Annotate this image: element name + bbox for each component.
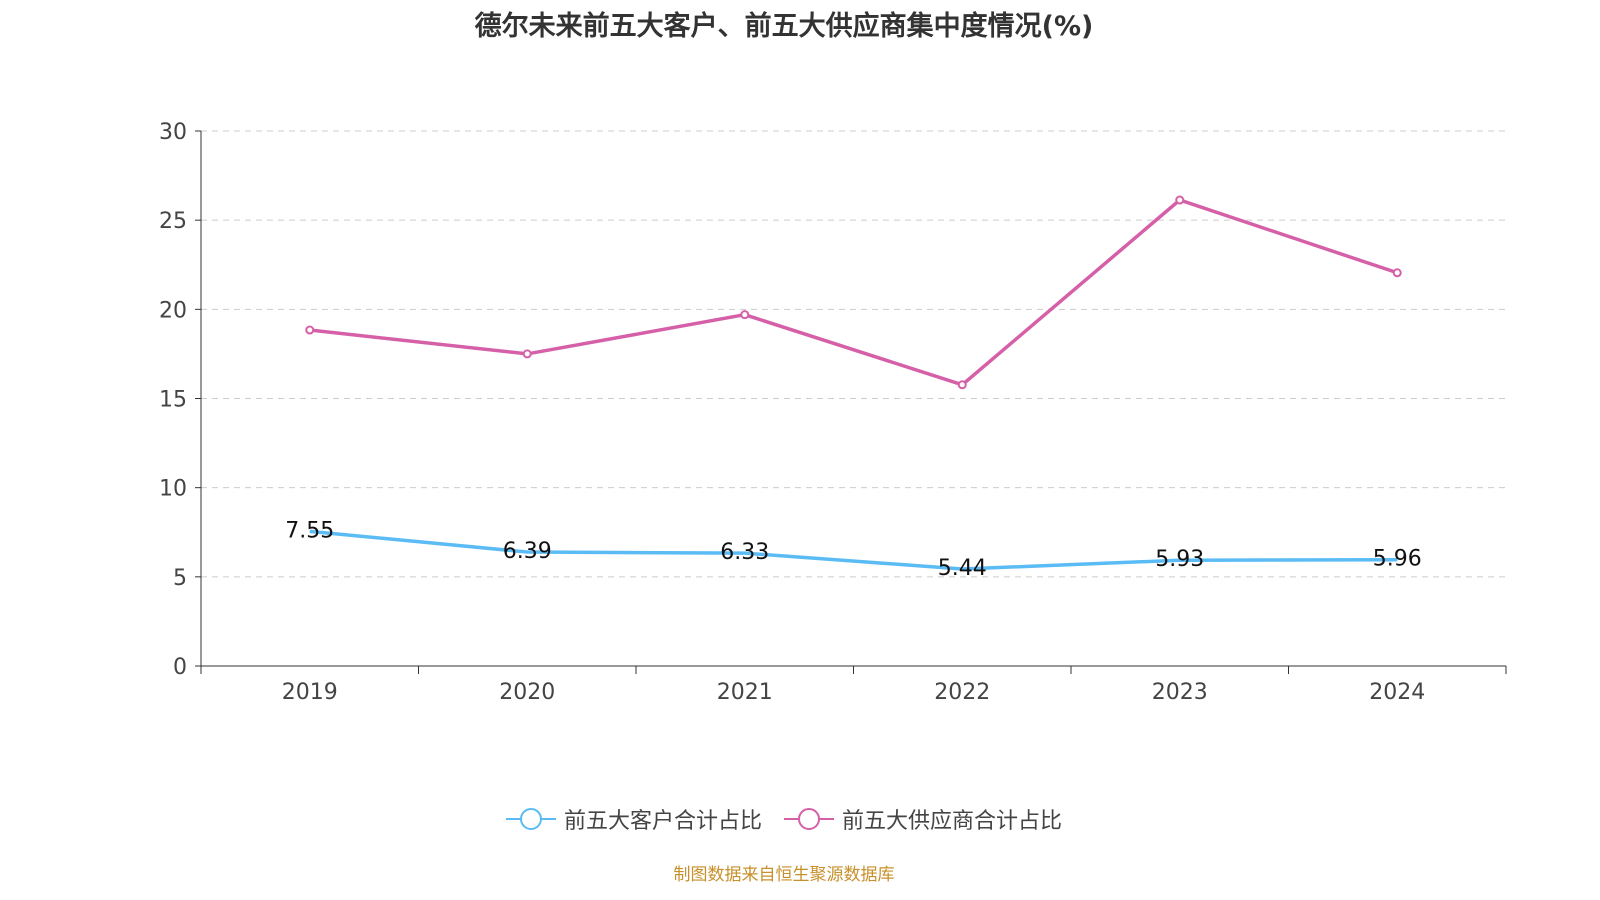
series-line-0	[309, 529, 1398, 571]
legend-label-suppliers: 前五大供应商合计占比	[842, 809, 1063, 834]
y-tick-label: 5	[173, 566, 187, 591]
y-tick-label: 30	[159, 120, 187, 145]
x-tick-label: 2023	[1152, 680, 1208, 705]
series-line-1	[309, 198, 1398, 387]
y-tick-label: 0	[173, 655, 187, 680]
data-label: 5.96	[1373, 547, 1422, 572]
legend-item-suppliers[interactable]: 前五大供应商合计占比	[784, 803, 1062, 835]
data-label: 6.39	[503, 539, 552, 564]
legend-suppliers-icon	[784, 808, 834, 830]
data-point	[740, 310, 750, 320]
y-tick-label: 25	[159, 209, 187, 234]
y-tick-label: 10	[159, 477, 187, 502]
legend: 前五大客户合计占比 前五大供应商合计占比	[0, 803, 1568, 835]
legend-label-customers: 前五大客户合计占比	[563, 809, 762, 834]
data-point	[522, 349, 532, 359]
data-label: 5.44	[938, 556, 987, 581]
data-source-note: 制图数据来自恒生聚源数据库	[673, 865, 895, 885]
data-point	[1392, 268, 1402, 278]
y-tick-label: 20	[159, 298, 187, 323]
chart-title: 德尔未来前五大客户、前五大供应商集中度情况(%)	[474, 11, 1094, 42]
legend-customers-icon	[505, 808, 556, 830]
y-tick-label: 15	[159, 388, 187, 413]
legend-item-customers[interactable]: 前五大客户合计占比	[505, 803, 762, 835]
data-label: 5.93	[1155, 547, 1204, 572]
data-point	[305, 325, 315, 335]
x-tick-label: 2020	[499, 680, 555, 705]
x-tick-label: 2019	[282, 680, 338, 705]
x-tick-label: 2021	[717, 680, 773, 705]
x-tick-label: 2024	[1369, 680, 1425, 705]
data-label: 7.55	[285, 518, 334, 543]
x-tick-label: 2022	[934, 680, 990, 705]
data-point	[957, 380, 967, 390]
data-label: 6.33	[720, 540, 769, 565]
data-point	[1175, 195, 1185, 205]
